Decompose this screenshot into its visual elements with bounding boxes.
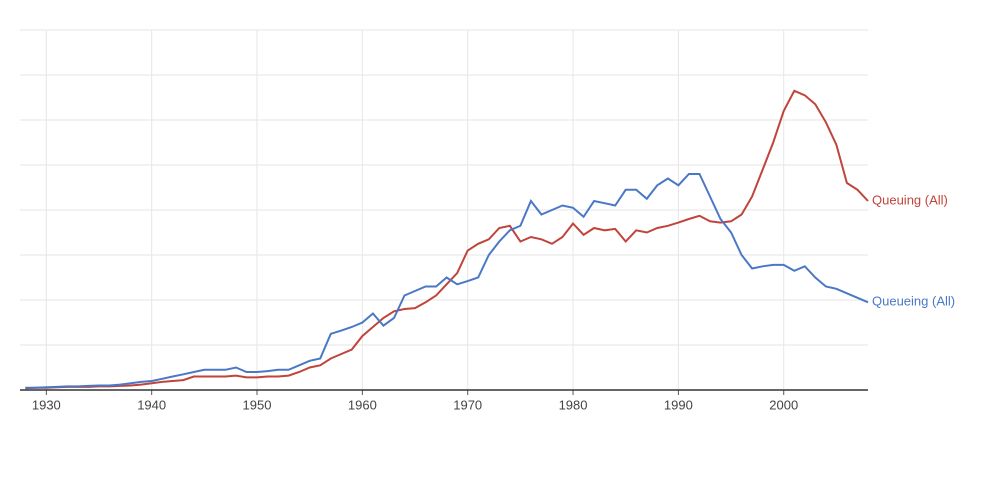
series-label: Queuing (All) <box>872 192 948 207</box>
line <box>25 173 869 389</box>
x-tick-label: 1970 <box>453 397 482 412</box>
line <box>25 89 869 390</box>
x-tick-label: 1950 <box>243 397 272 412</box>
x-tick-label: 1930 <box>32 397 61 412</box>
x-tick-label: 1980 <box>559 397 588 412</box>
x-tick-label: 2000 <box>769 397 798 412</box>
x-tick-label: 1990 <box>664 397 693 412</box>
x-tick-label: 1960 <box>348 397 377 412</box>
series-label: Queueing (All) <box>872 294 955 309</box>
x-tick-label: 1940 <box>137 397 166 412</box>
